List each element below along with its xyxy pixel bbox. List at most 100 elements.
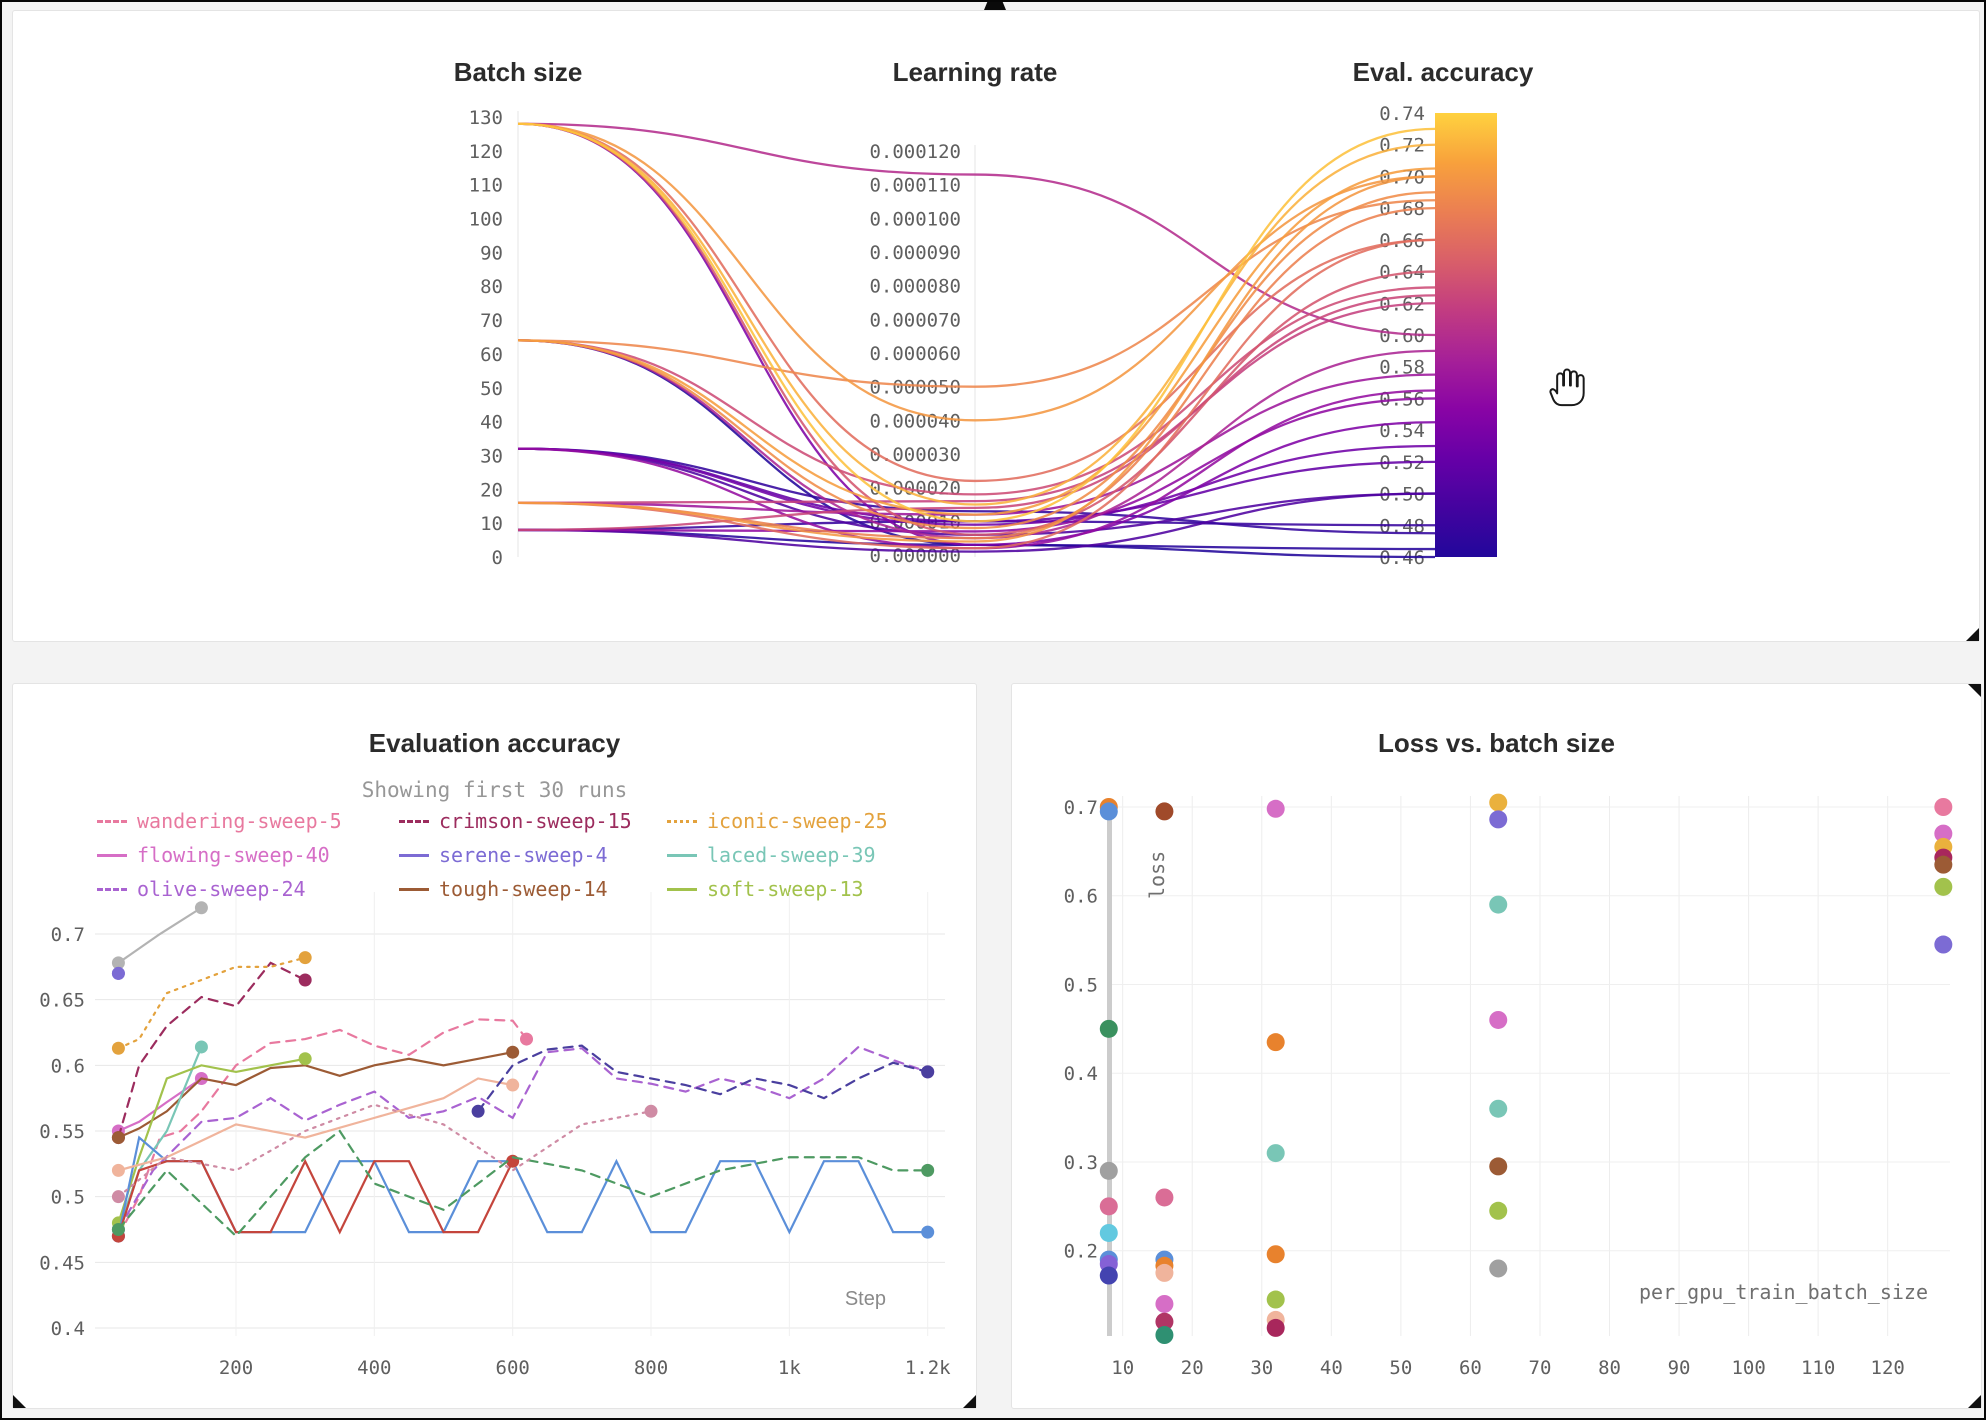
x-axis-label-step: Step: [844, 1288, 886, 1310]
series-marker: [520, 1032, 534, 1046]
series-marker: [921, 1163, 935, 1177]
svg-text:0.7: 0.7: [1064, 797, 1098, 819]
svg-text:100: 100: [1731, 1357, 1765, 1379]
svg-text:90: 90: [1668, 1357, 1691, 1379]
series-marker: [111, 1041, 125, 1055]
legend-item-olive-sweep-24[interactable]: olive-sweep-24: [97, 876, 399, 902]
legend-item-serene-sweep-4[interactable]: serene-sweep-4: [399, 842, 667, 868]
legend-run-name: wandering-sweep-5: [137, 809, 342, 833]
series-line: [117, 1077, 514, 1172]
legend-item-laced-sweep-39[interactable]: laced-sweep-39: [667, 842, 935, 868]
svg-text:20: 20: [480, 479, 503, 501]
svg-text:80: 80: [480, 276, 503, 298]
svg-text:30: 30: [1250, 1357, 1273, 1379]
legend-item-tough-sweep-14[interactable]: tough-sweep-14: [399, 876, 667, 902]
series-line: [117, 1077, 203, 1133]
series-marker: [506, 1078, 520, 1092]
series-marker: [111, 956, 125, 970]
legend-item-crimson-sweep-15[interactable]: crimson-sweep-15: [399, 808, 667, 834]
svg-text:60: 60: [480, 344, 503, 366]
scatter-point: [1266, 1144, 1285, 1163]
run-curve: [517, 175, 1436, 543]
scatter-point: [1099, 1161, 1118, 1180]
panel-resize-handle[interactable]: [1968, 1395, 1981, 1408]
svg-text:30: 30: [480, 445, 503, 467]
svg-text:600: 600: [496, 1357, 530, 1379]
series-marker: [644, 1104, 658, 1118]
run-curve: [517, 122, 1436, 483]
svg-text:0.000110: 0.000110: [869, 175, 961, 197]
svg-text:1k: 1k: [778, 1357, 801, 1379]
svg-text:0.5: 0.5: [1064, 974, 1098, 996]
svg-text:90: 90: [480, 242, 503, 264]
svg-text:110: 110: [469, 175, 503, 197]
scatter-point: [1489, 1157, 1508, 1176]
series-marker: [111, 1223, 125, 1237]
parallel-coordinates-chart[interactable]: 01020304050607080901001101201300.0000000…: [13, 11, 1977, 639]
svg-text:0.58: 0.58: [1379, 357, 1425, 379]
legend-line-sample: [399, 853, 429, 857]
scatter-point: [1099, 1019, 1118, 1038]
legend-item-soft-sweep-13[interactable]: soft-sweep-13: [667, 876, 935, 902]
svg-text:100: 100: [469, 209, 503, 231]
series-marker: [111, 1131, 125, 1145]
hand-cursor-icon: [1549, 368, 1585, 407]
scatter-point: [1934, 855, 1953, 874]
scatter-point: [1934, 798, 1953, 816]
legend-run-name: olive-sweep-24: [137, 877, 306, 901]
run-curve: [517, 302, 1436, 504]
svg-text:0.000090: 0.000090: [869, 242, 961, 264]
accuracy-colorbar-ticks: 0.460.480.500.520.540.560.580.600.620.64…: [1379, 103, 1425, 569]
legend-run-name: serene-sweep-4: [439, 843, 608, 867]
svg-text:0.000040: 0.000040: [869, 410, 961, 432]
svg-text:0.7: 0.7: [51, 924, 85, 946]
svg-text:0.6: 0.6: [1064, 886, 1098, 908]
svg-text:0.000020: 0.000020: [869, 478, 961, 500]
loss-scatter-chart[interactable]: 10 20 30 40 50 60 70 80 90 100 110 120 0.2 0.3 0.4 0.5 0…: [1012, 684, 1979, 1406]
panel-resize-handle[interactable]: [963, 1395, 976, 1408]
window-notch: [984, 2, 1006, 10]
series-line: [117, 906, 203, 965]
legend-run-name: flowing-sweep-40: [137, 843, 330, 867]
legend-run-name: iconic-sweep-25: [707, 809, 888, 833]
panel-resize-handle[interactable]: [1966, 628, 1979, 641]
y-axis-label-loss: loss: [1145, 850, 1169, 899]
svg-text:800: 800: [634, 1357, 668, 1379]
svg-text:0.6: 0.6: [51, 1055, 85, 1077]
legend-item-flowing-sweep-40[interactable]: flowing-sweep-40: [97, 842, 399, 868]
panel-eval-accuracy[interactable]: Evaluation accuracy Showing first 30 run…: [12, 683, 977, 1409]
eval-accuracy-chart[interactable]: 0.4 0.45 0.5 0.55 0.6 0.65 0.7 200 400 600 800 1k 1.…: [13, 684, 974, 1406]
panel-parallel-coordinates[interactable]: Batch size Learning rate Eval. accuracy …: [12, 10, 1980, 642]
legend-line-sample: [97, 853, 127, 857]
chart-subtitle: Showing first 30 runs: [361, 778, 628, 802]
series-marker: [298, 1052, 312, 1066]
legend-line-sample: [97, 819, 127, 823]
panel-resize-handle[interactable]: [13, 1395, 26, 1408]
svg-text:0.72: 0.72: [1379, 135, 1425, 157]
svg-text:0.60: 0.60: [1379, 325, 1425, 347]
scatter-point: [1489, 1259, 1508, 1278]
run-curve: [517, 199, 1436, 388]
legend-line-sample: [97, 887, 127, 891]
legend-line-sample: [667, 887, 697, 891]
series-line: [117, 1135, 929, 1238]
svg-text:0.000030: 0.000030: [869, 444, 961, 466]
legend-item-wandering-sweep-5[interactable]: wandering-sweep-5: [97, 808, 399, 834]
series-marker: [506, 1045, 520, 1059]
run-curve: [517, 492, 1436, 553]
legend-item-iconic-sweep-25[interactable]: iconic-sweep-25: [667, 808, 935, 834]
chart-legend: wandering-sweep-5 crimson-sweep-15 iconic-…: [97, 808, 935, 902]
panel-resize-handle[interactable]: [1968, 684, 1981, 697]
legend-run-name: crimson-sweep-15: [439, 809, 632, 833]
run-curve: [517, 122, 1436, 506]
scatter-point: [1266, 1318, 1285, 1337]
series-marker: [194, 901, 208, 915]
svg-text:0.74: 0.74: [1379, 103, 1425, 125]
svg-text:0.5: 0.5: [51, 1187, 85, 1209]
run-curve: [517, 286, 1436, 496]
legend-line-sample: [399, 819, 429, 823]
svg-text:200: 200: [219, 1357, 253, 1379]
panel-loss-vs-batch-size[interactable]: Loss vs. batch size 10 20 30 40 50 60 70 80 90 10…: [1011, 683, 1982, 1409]
series-line: [117, 1051, 514, 1139]
run-curve: [517, 294, 1436, 532]
